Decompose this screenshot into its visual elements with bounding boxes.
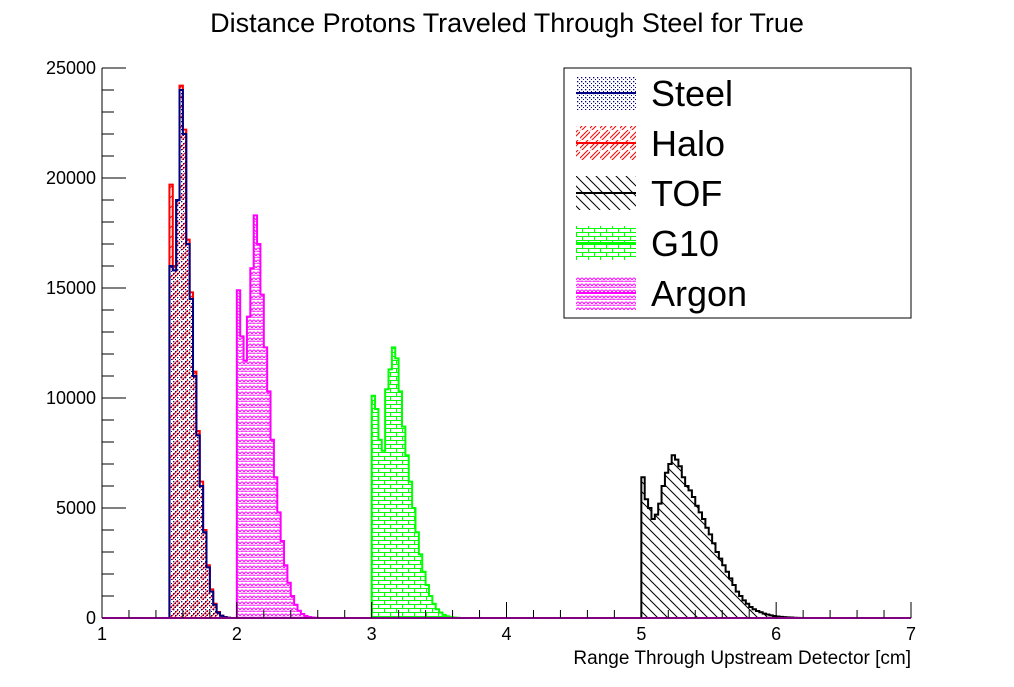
x-tick-label: 7 [906, 624, 916, 644]
legend: Steel Halo TOF G10 Argon [563, 67, 912, 319]
g10-outline [370, 346, 463, 619]
y-tick-label: 0 [86, 608, 96, 628]
x-tick-label: 4 [501, 624, 511, 644]
y-tick-label: 15000 [46, 278, 96, 298]
x-tick-label: 2 [232, 624, 242, 644]
series-argon [235, 214, 322, 619]
legend-label-argon: Argon [651, 273, 747, 314]
x-axis-title: Range Through Upstream Detector [cm] [573, 648, 911, 669]
g10-fill [371, 347, 463, 618]
legend-label-tof: TOF [651, 173, 722, 214]
y-tick-label: 5000 [56, 498, 96, 518]
legend-items: Steel Halo TOF G10 Argon [576, 73, 747, 314]
y-tick-label: 10000 [46, 388, 96, 408]
series-layer [102, 84, 911, 619]
argon-outline [235, 214, 322, 619]
axes-layer: 1 2 3 4 5 6 7 0 5000 10000 15000 20000 25000 [46, 58, 916, 644]
x-tick-label: 6 [771, 624, 781, 644]
x-tick-label: 1 [97, 624, 107, 644]
legend-label-g10: G10 [651, 223, 719, 264]
steel-outline [168, 89, 234, 619]
legend-entry-g10: G10 [576, 223, 719, 264]
legend-label-halo: Halo [651, 123, 725, 164]
legend-label-steel: Steel [651, 73, 733, 114]
y-tick-label: 20000 [46, 168, 96, 188]
x-tick-label: 5 [636, 624, 646, 644]
x-tick-label: 3 [367, 624, 377, 644]
series-g10 [370, 346, 463, 619]
argon-fill [236, 215, 322, 618]
legend-entry-tof: TOF [576, 173, 722, 214]
tof-fill [641, 455, 804, 618]
legend-entry-argon: Argon [576, 273, 747, 314]
series-steel [168, 89, 234, 619]
chart-title: Distance Protons Traveled Through Steel … [210, 8, 804, 38]
legend-entry-steel: Steel [576, 73, 733, 114]
legend-entry-halo: Halo [576, 123, 725, 164]
y-tick-label: 25000 [46, 58, 96, 78]
